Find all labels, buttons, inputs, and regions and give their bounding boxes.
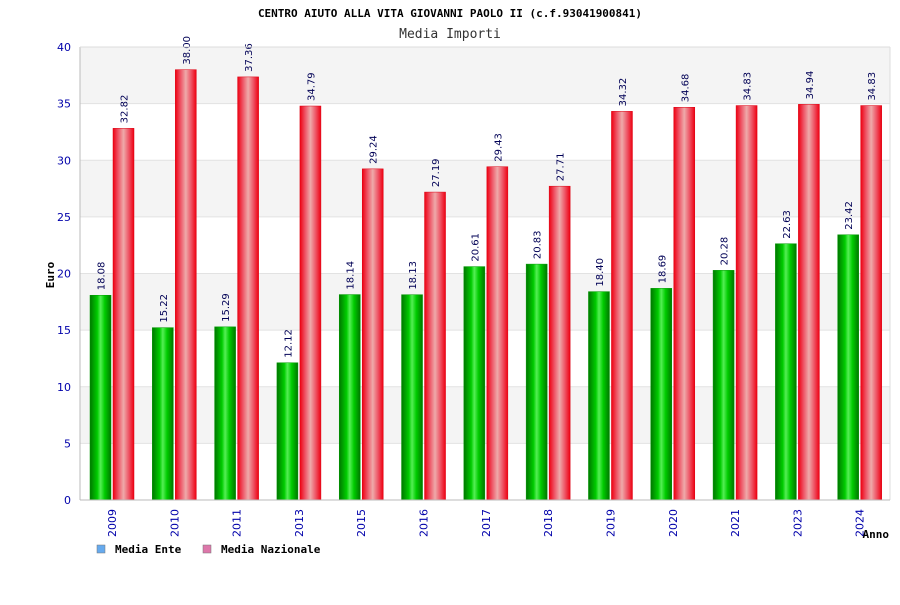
x-tick-label: 2019 <box>604 509 617 537</box>
chart-title: CENTRO AIUTO ALLA VITA GIOVANNI PAOLO II… <box>258 7 642 20</box>
data-label: 18.13 <box>408 261 419 290</box>
data-label: 15.22 <box>159 294 170 323</box>
y-axis-ticks: 0 5 10 15 20 25 30 35 40 <box>57 41 71 507</box>
y-tick-label: 20 <box>57 268 71 281</box>
x-tick-label: 2018 <box>542 509 555 537</box>
data-label: 34.68 <box>680 74 691 103</box>
legend: Media Ente Media Nazionale <box>96 543 321 556</box>
x-tick-label: 2011 <box>231 509 244 537</box>
bar-media-nazionale <box>486 166 509 501</box>
data-label: 20.28 <box>720 237 731 266</box>
bar-media-ente <box>588 291 610 501</box>
x-tick-label: 2015 <box>355 509 368 537</box>
y-tick-label: 25 <box>57 211 71 224</box>
legend-label: Media Ente <box>115 543 182 556</box>
legend-label: Media Nazionale <box>221 543 321 556</box>
x-tick-label: 2024 <box>854 509 867 537</box>
bar-media-ente <box>650 288 673 501</box>
data-label: 34.94 <box>805 71 816 100</box>
y-tick-label: 15 <box>57 324 71 337</box>
y-tick-label: 40 <box>57 41 71 54</box>
bar-media-ente <box>89 294 112 501</box>
x-tick-label: 2013 <box>293 509 306 537</box>
bar-media-ente <box>837 234 859 501</box>
data-label: 34.83 <box>867 72 878 101</box>
bar-media-nazionale <box>361 168 384 501</box>
data-label: 15.29 <box>221 293 232 322</box>
data-label: 27.19 <box>431 158 442 187</box>
bar-media-ente <box>775 243 797 501</box>
y-tick-label: 35 <box>57 98 71 111</box>
legend-swatch <box>202 544 212 554</box>
bar-media-ente <box>214 326 236 501</box>
x-tick-label: 2021 <box>729 509 742 537</box>
data-label: 18.14 <box>346 261 357 290</box>
bar-media-nazionale <box>299 105 322 501</box>
data-label: 29.43 <box>493 133 504 162</box>
data-label: 18.40 <box>595 258 606 287</box>
data-label: 22.63 <box>782 210 793 239</box>
data-label: 27.71 <box>556 153 567 182</box>
bar-media-ente <box>712 270 735 501</box>
bar-media-nazionale <box>673 106 696 501</box>
grid-band <box>80 216 890 274</box>
x-tick-label: 2017 <box>480 509 493 537</box>
bar-media-nazionale <box>798 104 820 501</box>
x-axis-ticks: 2009 2010 2011 2013 2015 2016 2017 2018 2019 2020… <box>106 509 867 537</box>
bar-media-nazionale <box>611 111 633 501</box>
y-tick-label: 0 <box>64 494 71 507</box>
grid-band <box>80 103 890 161</box>
value-labels: 18.08 32.82 15.22 38.00 15.29 37.36 12.12 34.79… <box>97 36 879 358</box>
bar-media-ente <box>525 263 548 501</box>
data-label: 18.08 <box>97 262 108 291</box>
bar-media-ente <box>338 294 361 501</box>
data-label: 12.12 <box>283 329 294 358</box>
bar-media-nazionale <box>735 105 758 501</box>
x-axis-label: Anno <box>863 528 890 541</box>
data-label: 20.61 <box>470 233 481 262</box>
data-label: 34.79 <box>306 72 317 101</box>
data-label: 38.00 <box>182 36 193 65</box>
bar-media-ente <box>152 327 174 501</box>
grid-band <box>80 47 890 104</box>
y-tick-label: 30 <box>57 154 71 167</box>
x-tick-label: 2010 <box>168 509 181 537</box>
data-label: 37.36 <box>244 43 255 72</box>
bars <box>89 69 882 501</box>
x-tick-label: 2016 <box>418 509 431 537</box>
bar-media-ente <box>463 266 486 501</box>
bar-media-nazionale <box>548 185 571 501</box>
x-tick-label: 2023 <box>791 509 804 537</box>
data-label: 34.32 <box>618 78 629 107</box>
bar-media-nazionale <box>860 105 882 501</box>
y-tick-label: 5 <box>64 437 71 450</box>
data-label: 34.83 <box>743 72 754 101</box>
bar-media-ente <box>276 362 299 501</box>
bar-media-nazionale <box>237 76 259 501</box>
y-tick-label: 10 <box>57 381 71 394</box>
chart-subtitle: Media Importi <box>399 27 501 42</box>
y-axis-label: Euro <box>44 261 57 288</box>
data-label: 18.69 <box>657 255 668 284</box>
data-label: 20.83 <box>533 230 544 259</box>
data-label: 29.24 <box>369 135 380 164</box>
data-label: 23.42 <box>844 201 855 230</box>
x-tick-label: 2020 <box>667 509 680 537</box>
bar-media-nazionale <box>112 128 135 501</box>
data-label: 32.82 <box>120 95 131 124</box>
legend-swatch <box>96 544 106 554</box>
grid-band <box>80 160 890 217</box>
bar-media-nazionale <box>175 69 197 501</box>
bar-media-nazionale <box>424 191 446 501</box>
x-tick-label: 2009 <box>106 509 119 537</box>
bar-media-ente <box>401 294 423 501</box>
